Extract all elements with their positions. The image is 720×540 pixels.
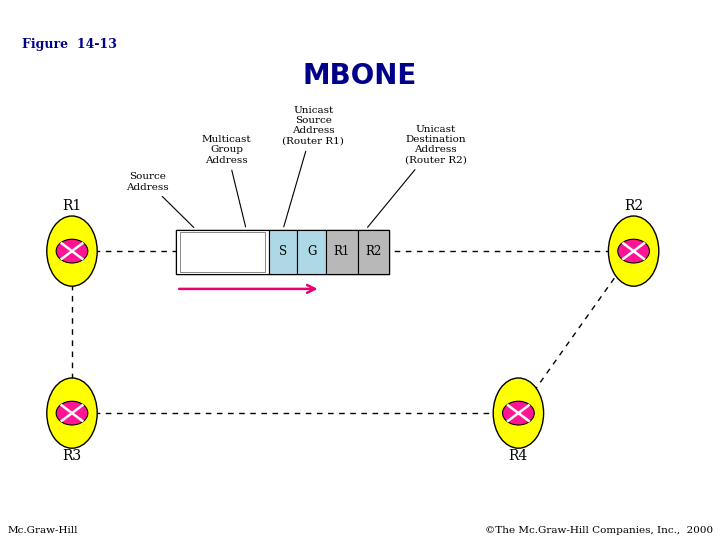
Text: Unicast
Source
Address
(Router R1): Unicast Source Address (Router R1) (282, 106, 344, 227)
Text: R1: R1 (63, 199, 81, 213)
Text: R3: R3 (63, 449, 81, 463)
Text: Unicast
Destination
Address
(Router R2): Unicast Destination Address (Router R2) (367, 125, 467, 227)
Text: ©The Mc.Graw-Hill Companies, Inc.,  2000: ©The Mc.Graw-Hill Companies, Inc., 2000 (485, 525, 713, 535)
Bar (176, 230, 389, 274)
Text: G: G (307, 245, 317, 259)
Text: R2: R2 (365, 245, 382, 259)
Text: R1: R1 (334, 245, 350, 259)
Ellipse shape (493, 378, 544, 448)
Circle shape (56, 239, 88, 263)
Bar (297, 230, 326, 274)
Bar (326, 230, 358, 274)
Bar (176, 230, 269, 274)
Ellipse shape (47, 378, 97, 448)
Text: Mc.Graw-Hill: Mc.Graw-Hill (7, 525, 78, 535)
Bar (358, 230, 389, 274)
Text: Figure  14-13: Figure 14-13 (22, 38, 117, 51)
Circle shape (56, 401, 88, 425)
Text: Source
Address: Source Address (126, 172, 194, 227)
Text: MBONE: MBONE (303, 62, 417, 90)
Text: R4: R4 (509, 449, 528, 463)
Circle shape (503, 401, 534, 425)
Text: R2: R2 (624, 199, 643, 213)
Text: Multicast
Group
Address: Multicast Group Address (202, 135, 251, 227)
Text: S: S (279, 245, 287, 259)
Bar (180, 232, 265, 272)
Circle shape (618, 239, 649, 263)
Ellipse shape (608, 216, 659, 286)
Ellipse shape (47, 216, 97, 286)
Bar (269, 230, 297, 274)
